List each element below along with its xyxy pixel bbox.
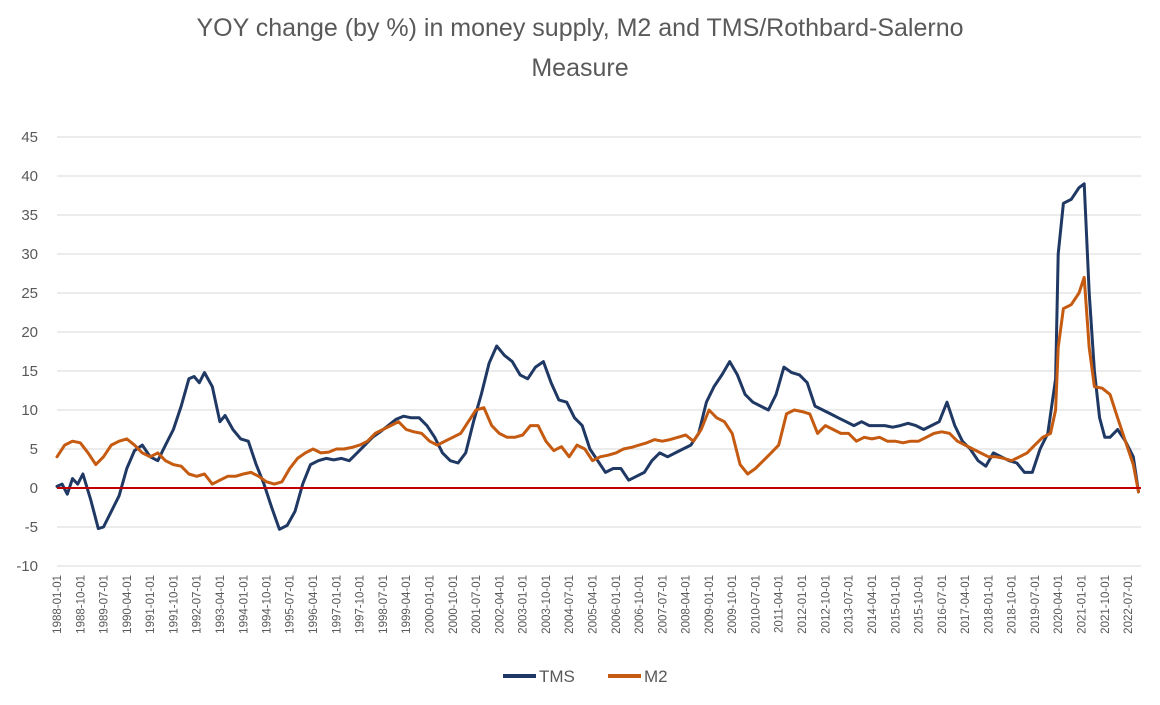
- x-tick-label: 2009-01-01: [704, 575, 716, 634]
- y-tick-label: 45: [21, 129, 38, 146]
- x-tick-label: 2020-04-01: [1053, 575, 1065, 634]
- x-tick-label: 1998-07-01: [378, 575, 390, 634]
- legend: TMS M2: [503, 667, 668, 686]
- x-tick-label: 2018-10-01: [1007, 575, 1019, 634]
- x-tick-label: 1988-10-01: [75, 575, 87, 634]
- x-tick-label: 2014-04-01: [867, 575, 879, 634]
- x-axis-tick-labels: 1988-01-01 1988-10-01 1989-07-01 1990-04-01…: [52, 575, 1135, 634]
- x-tick-label: 2000-01-01: [425, 575, 437, 634]
- x-tick-label: 1988-01-01: [52, 575, 64, 634]
- x-tick-label: 1995-07-01: [285, 575, 297, 634]
- x-tick-label: 2015-10-01: [913, 575, 925, 634]
- x-tick-label: 2015-01-01: [890, 575, 902, 634]
- x-tick-label: 2003-10-01: [541, 575, 553, 634]
- series-line-m2: [55, 275, 1140, 494]
- x-tick-label: 2001-07-01: [471, 575, 483, 634]
- y-tick-label: 25: [21, 285, 38, 302]
- x-tick-label: 2018-01-01: [983, 575, 995, 634]
- y-tick-label: 15: [21, 363, 38, 380]
- x-tick-label: 2009-10-01: [727, 575, 739, 634]
- chart-title-line-1: YOY change (by %) in money supply, M2 an…: [196, 14, 964, 42]
- x-tick-label: 2006-01-01: [611, 575, 623, 634]
- y-tick-label: -10: [16, 558, 38, 575]
- x-tick-label: 2003-01-01: [518, 575, 530, 634]
- y-tick-label: 40: [21, 168, 38, 185]
- series-line-tms: [55, 182, 1140, 531]
- x-tick-label: 2000-10-01: [448, 575, 460, 634]
- legend-label-tms: TMS: [539, 667, 575, 686]
- x-tick-label: 2005-04-01: [587, 575, 599, 634]
- series-lines: [55, 182, 1141, 531]
- legend-label-m2: M2: [644, 667, 668, 686]
- x-tick-label: 1991-10-01: [168, 575, 180, 634]
- x-tick-label: 2012-10-01: [820, 575, 832, 634]
- x-tick-label: 2013-07-01: [844, 575, 856, 634]
- chart-title-line-2: Measure: [531, 54, 629, 82]
- x-tick-label: 2002-04-01: [494, 575, 506, 634]
- x-tick-label: 2021-01-01: [1077, 575, 1089, 634]
- x-tick-label: 2021-10-01: [1100, 575, 1112, 634]
- y-tick-label: 5: [30, 441, 38, 458]
- x-tick-label: 2011-04-01: [774, 575, 786, 633]
- x-tick-label: 1990-04-01: [122, 575, 134, 634]
- x-tick-label: 2010-07-01: [750, 575, 762, 634]
- x-tick-label: 1996-04-01: [308, 575, 320, 634]
- x-tick-label: 2019-07-01: [1030, 575, 1042, 634]
- x-tick-label: 1997-10-01: [355, 575, 367, 634]
- x-tick-label: 2017-04-01: [960, 575, 972, 634]
- y-tick-label: 10: [21, 402, 38, 419]
- y-tick-label: 30: [21, 246, 38, 263]
- x-tick-label: 1999-04-01: [401, 575, 413, 634]
- x-tick-label: 2004-07-01: [564, 575, 576, 634]
- y-tick-label: 0: [30, 480, 38, 497]
- x-tick-label: 2016-07-01: [937, 575, 949, 634]
- x-tick-label: 1992-07-01: [192, 575, 204, 634]
- x-tick-label: 1991-01-01: [145, 575, 157, 634]
- x-tick-label: 2012-01-01: [797, 575, 809, 634]
- x-tick-label: 2008-04-01: [681, 575, 693, 634]
- x-tick-label: 2022-07-01: [1123, 575, 1135, 634]
- x-tick-label: 1994-01-01: [238, 575, 250, 634]
- x-tick-label: 1994-10-01: [262, 575, 274, 634]
- gridlines: [57, 136, 1141, 567]
- x-tick-label: 1997-01-01: [331, 575, 343, 634]
- x-tick-label: 2007-07-01: [657, 575, 669, 634]
- y-axis-tick-labels: -10 -5 0 5 10 15 20 25 30 35 40 45: [16, 129, 38, 575]
- x-tick-label: 1993-04-01: [215, 575, 227, 634]
- y-tick-label: -5: [25, 519, 38, 536]
- y-tick-label: 20: [21, 324, 38, 341]
- y-tick-label: 35: [21, 207, 38, 224]
- x-tick-label: 2006-10-01: [634, 575, 646, 634]
- x-tick-label: 1989-07-01: [98, 575, 110, 634]
